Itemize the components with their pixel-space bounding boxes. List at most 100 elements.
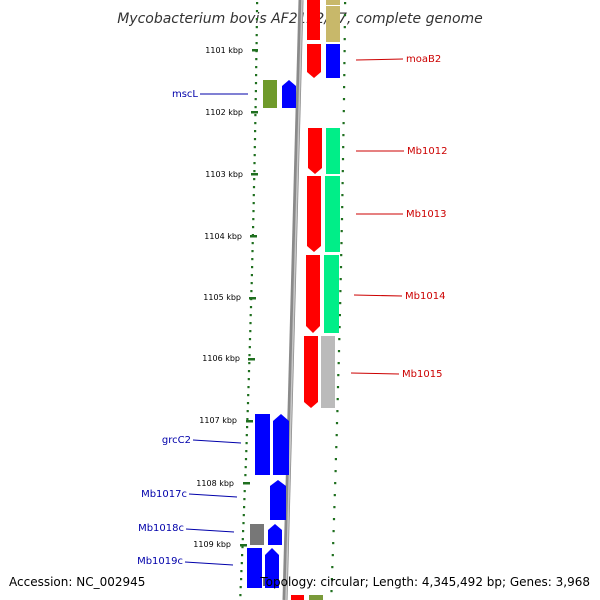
- tick-dot: [336, 410, 339, 413]
- gene-arrow-mb1018c[interactable]: [268, 524, 282, 545]
- gene-class-mb1012: [326, 128, 340, 174]
- gene-label-mscl[interactable]: mscL: [172, 89, 198, 100]
- gene-label-grcc2[interactable]: grcC2: [162, 435, 191, 446]
- gene-feature[interactable]: [291, 595, 304, 600]
- gene-label-mb1013[interactable]: Mb1013: [406, 209, 446, 220]
- tick-dot: [254, 82, 258, 85]
- gene-feature-class: [309, 595, 323, 600]
- tick-dot: [255, 42, 258, 45]
- tick-dot: [252, 194, 255, 197]
- tick-dot: [253, 154, 256, 157]
- tick-label: 1104 kbp: [204, 232, 242, 241]
- genome-backbone: [282, 0, 304, 600]
- tick-dot: [343, 38, 346, 41]
- gene-arrow-mb1017c[interactable]: [270, 480, 286, 520]
- tick-labels: 1101 kbp 1102 kbp 1103 kbp 1104 kbp 1105…: [193, 46, 243, 549]
- gene-label-mb1018c[interactable]: Mb1018c: [138, 523, 184, 534]
- tick-dot: [331, 566, 334, 569]
- tick-dot: [255, 34, 258, 37]
- tick-dot: [256, 2, 259, 5]
- tick-dot: [244, 458, 248, 461]
- gene-arrow-mb1019c[interactable]: [265, 548, 279, 588]
- tick-dot: [341, 158, 345, 161]
- tick-dot: [243, 498, 246, 501]
- tick-dot: [254, 122, 257, 125]
- forward-strand-features: [291, 0, 340, 600]
- reverse-gene-labels: mscL grcC2 Mb1017c Mb1018c Mb1019c: [137, 89, 248, 567]
- tick-dot: [336, 398, 339, 401]
- gene-class-grcc2: [255, 414, 270, 475]
- gene-arrow-mb1014[interactable]: [306, 255, 320, 333]
- tick-dot: [248, 346, 251, 349]
- tick-dot: [247, 370, 251, 373]
- tick-dot: [240, 562, 243, 565]
- tick-dot: [241, 538, 244, 541]
- tick-dot: [252, 202, 255, 205]
- tick-dot: [250, 282, 253, 285]
- tick-dot: [247, 394, 250, 397]
- tick-dot: [341, 170, 344, 173]
- tick-dot: [251, 266, 254, 269]
- tick-dot: [334, 458, 337, 461]
- forward-gene-labels: moaB2 Mb1012 Mb1013 Mb1014 Mb1015: [350, 54, 447, 380]
- tick-dot: [336, 386, 340, 389]
- reverse-strand-features: [247, 80, 296, 588]
- tick-dot: [340, 242, 343, 245]
- gene-label-mb1015[interactable]: Mb1015: [402, 369, 442, 380]
- tick-dot: [332, 530, 335, 533]
- tick-dot: [337, 362, 340, 365]
- tick-dot: [243, 490, 246, 493]
- gene-label-mb1012[interactable]: Mb1012: [407, 146, 447, 157]
- tick-dot: [255, 10, 259, 13]
- tick-dot: [245, 434, 248, 437]
- gene-label-mb1014[interactable]: Mb1014: [405, 291, 445, 302]
- gene-feature[interactable]: [307, 0, 320, 40]
- tick-dot: [255, 66, 258, 69]
- tick-dot: [339, 266, 343, 269]
- tick-dot: [337, 374, 340, 377]
- gene-class-mb1019c: [247, 548, 262, 588]
- gene-arrow-mb1015[interactable]: [304, 336, 318, 408]
- tick-dot: [339, 302, 342, 305]
- tick-dot: [338, 326, 341, 329]
- tick-label: 1107 kbp: [199, 416, 237, 425]
- gene-arrow-mb1012[interactable]: [308, 128, 322, 174]
- tick-dot: [248, 354, 251, 357]
- gene-class-mscl: [263, 80, 277, 108]
- tick-dot: [249, 314, 252, 317]
- tick-dot: [253, 138, 257, 141]
- tick-dot: [335, 422, 339, 425]
- tick-dot: [253, 178, 256, 181]
- tick-dot: [254, 98, 257, 101]
- tick-dot: [242, 514, 245, 517]
- tick-dot: [245, 442, 248, 445]
- tick-label: 1102 kbp: [205, 108, 243, 117]
- tick-dot: [244, 474, 247, 477]
- tick-dot: [343, 14, 347, 17]
- gene-arrow-mscl[interactable]: [282, 80, 296, 108]
- tick-dot: [255, 18, 258, 21]
- tick-dot: [251, 250, 254, 253]
- gene-label-mb1019c[interactable]: Mb1019c: [137, 556, 183, 567]
- tick-dot: [248, 362, 251, 365]
- tick-dot: [254, 114, 257, 117]
- gene-label-moab2[interactable]: moaB2: [406, 54, 441, 65]
- tick-dot: [339, 278, 342, 281]
- tick-dot: [250, 274, 253, 277]
- tick-dot: [337, 350, 341, 353]
- tick-label: 1109 kbp: [193, 540, 231, 549]
- genome-summary: Topology: circular; Length: 4,345,492 bp…: [259, 575, 590, 589]
- tick-dot: [252, 186, 256, 189]
- tick-dot: [242, 530, 245, 533]
- accession-label: Accession: NC_002945: [9, 575, 145, 589]
- tick-dot: [239, 586, 242, 589]
- gene-arrow-moab2[interactable]: [307, 44, 321, 78]
- tick-dot: [240, 578, 243, 581]
- tick-dot: [242, 522, 245, 525]
- gene-arrow-mb1013[interactable]: [307, 176, 321, 252]
- gene-arrow-grcc2[interactable]: [273, 414, 289, 475]
- tick-ring-outer: [330, 2, 347, 593]
- gene-label-mb1017c[interactable]: Mb1017c: [141, 489, 187, 500]
- tick-dot: [334, 470, 337, 473]
